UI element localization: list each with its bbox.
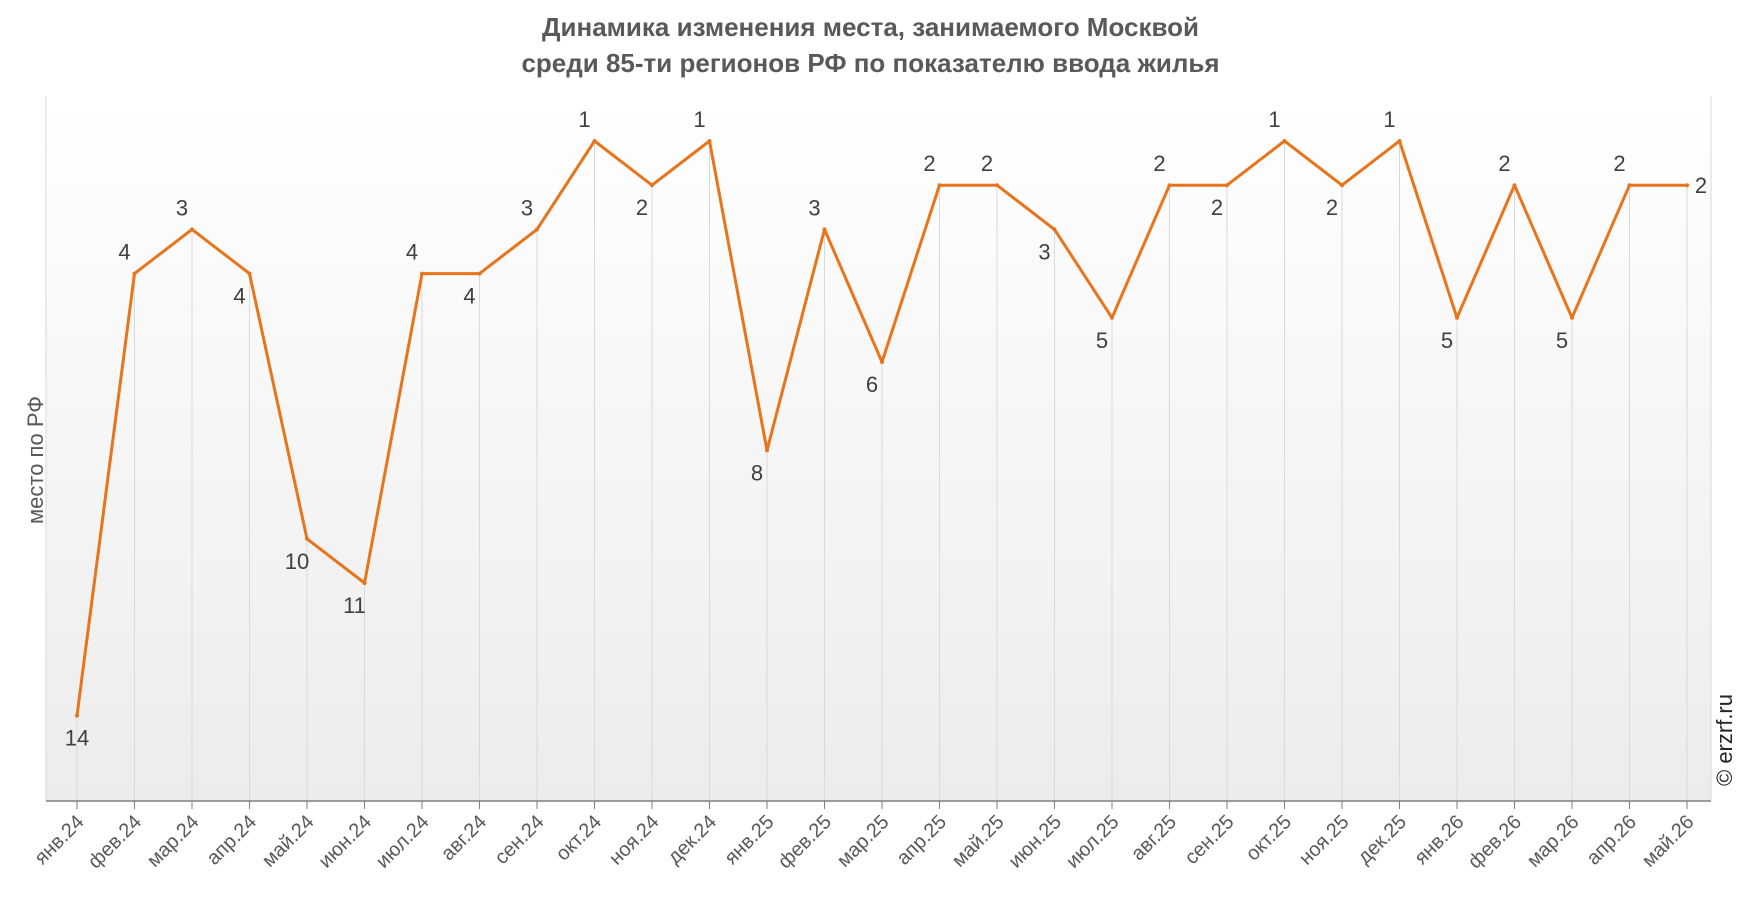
data-point xyxy=(592,139,597,143)
data-label: 3 xyxy=(521,195,533,220)
data-point xyxy=(477,271,482,276)
x-tick-label: июн.24 xyxy=(314,811,376,873)
data-point xyxy=(995,183,999,188)
x-tick-label: фев.24 xyxy=(84,811,146,873)
data-point xyxy=(1512,183,1517,188)
x-tick-label: сен.25 xyxy=(1181,811,1239,869)
x-tick-label: дек.24 xyxy=(664,811,722,869)
series-line-layer xyxy=(75,139,1689,718)
gridlines xyxy=(76,141,1688,801)
x-tick-label: авг.24 xyxy=(437,811,491,865)
x-tick-label: апр.25 xyxy=(892,811,951,870)
data-label: 5 xyxy=(1556,328,1568,353)
data-label: 4 xyxy=(463,284,475,309)
data-point xyxy=(650,183,654,188)
data-point xyxy=(707,139,712,143)
data-label: 4 xyxy=(118,240,130,265)
x-tick-label: апр.24 xyxy=(202,811,261,870)
x-tick-label: окт.24 xyxy=(552,811,606,865)
data-point xyxy=(880,360,884,364)
x-tick-label: янв.26 xyxy=(1410,811,1468,869)
x-tick-label: май.24 xyxy=(258,811,319,872)
chart-subtitle: среди 85-ти регионов РФ по показателю вв… xyxy=(521,48,1220,78)
x-tick-label: июл.24 xyxy=(372,811,434,873)
x-tick-label: апр.26 xyxy=(1582,811,1641,870)
data-point xyxy=(190,227,194,232)
data-label: 2 xyxy=(1153,151,1165,176)
data-point xyxy=(937,183,942,188)
x-tick-label: янв.25 xyxy=(720,811,778,869)
data-label: 3 xyxy=(808,195,820,220)
x-tick-label: дек.25 xyxy=(1354,811,1412,869)
data-label: 2 xyxy=(1613,151,1625,176)
data-point xyxy=(1455,315,1459,320)
data-point xyxy=(822,227,827,232)
data-point xyxy=(1340,183,1344,188)
data-label: 2 xyxy=(923,151,935,176)
data-label: 3 xyxy=(176,195,188,220)
data-point xyxy=(535,227,539,232)
x-tick-label: мар.25 xyxy=(833,811,894,872)
x-tick-label: фев.26 xyxy=(1464,811,1526,873)
data-label: 2 xyxy=(1326,195,1338,220)
data-point xyxy=(420,271,424,276)
data-point xyxy=(75,713,79,718)
data-label: 11 xyxy=(343,593,366,618)
data-label: 14 xyxy=(65,726,89,751)
x-tick-label: окт.25 xyxy=(1242,811,1296,865)
x-tick-label: мар.26 xyxy=(1523,811,1584,872)
data-label: 2 xyxy=(1211,195,1223,220)
data-point xyxy=(1397,139,1402,143)
data-label: 4 xyxy=(233,284,245,309)
data-point xyxy=(132,271,137,276)
data-label: 2 xyxy=(1695,173,1707,198)
data-point xyxy=(305,536,309,541)
data-label: 2 xyxy=(981,151,993,176)
data-labels: 14 4 3 4 10 11 4 4 3 1 2 1 8 3 6 2 2 3 5 2 2 1 2 1 5 2 5 2 2 xyxy=(65,107,1707,751)
data-point xyxy=(1627,183,1632,188)
x-tick-label: май.26 xyxy=(1638,811,1699,872)
x-tick-label: янв.24 xyxy=(30,811,88,869)
x-tick-label: ноя.24 xyxy=(605,811,664,870)
data-label: 2 xyxy=(636,195,648,220)
data-point xyxy=(1570,315,1574,320)
x-tick-label: ноя.25 xyxy=(1295,811,1354,870)
data-label: 8 xyxy=(751,460,763,485)
x-tick-label: июл.25 xyxy=(1062,811,1124,873)
x-tick-label: мар.24 xyxy=(143,811,204,872)
data-label: 1 xyxy=(1383,107,1395,132)
x-tick-label: май.25 xyxy=(948,811,1009,872)
data-label: 1 xyxy=(1268,107,1280,132)
data-point xyxy=(1110,315,1114,320)
data-point xyxy=(1282,139,1287,143)
data-point xyxy=(1167,183,1172,188)
data-label: 6 xyxy=(866,372,878,397)
data-point xyxy=(1685,183,1689,188)
chart-title: Динамика изменения места, занимаемого Мо… xyxy=(542,12,1199,42)
data-point xyxy=(362,581,367,585)
data-point xyxy=(1225,183,1229,188)
data-label: 1 xyxy=(578,107,590,132)
data-point xyxy=(247,271,252,276)
data-label: 5 xyxy=(1441,328,1453,353)
plot-area xyxy=(46,96,1711,801)
x-tick-label: сен.24 xyxy=(491,811,549,869)
data-label: 4 xyxy=(406,240,418,265)
x-tick-label: авг.25 xyxy=(1127,811,1181,865)
data-label: 3 xyxy=(1038,239,1050,264)
data-point xyxy=(765,448,769,453)
x-tick-label: июн.25 xyxy=(1004,811,1066,873)
data-label: 2 xyxy=(1498,151,1510,176)
data-point xyxy=(1052,227,1057,232)
data-label: 5 xyxy=(1096,328,1108,353)
data-label: 10 xyxy=(285,549,309,574)
x-tick-label: фев.25 xyxy=(774,811,836,873)
data-label: 1 xyxy=(693,107,705,132)
